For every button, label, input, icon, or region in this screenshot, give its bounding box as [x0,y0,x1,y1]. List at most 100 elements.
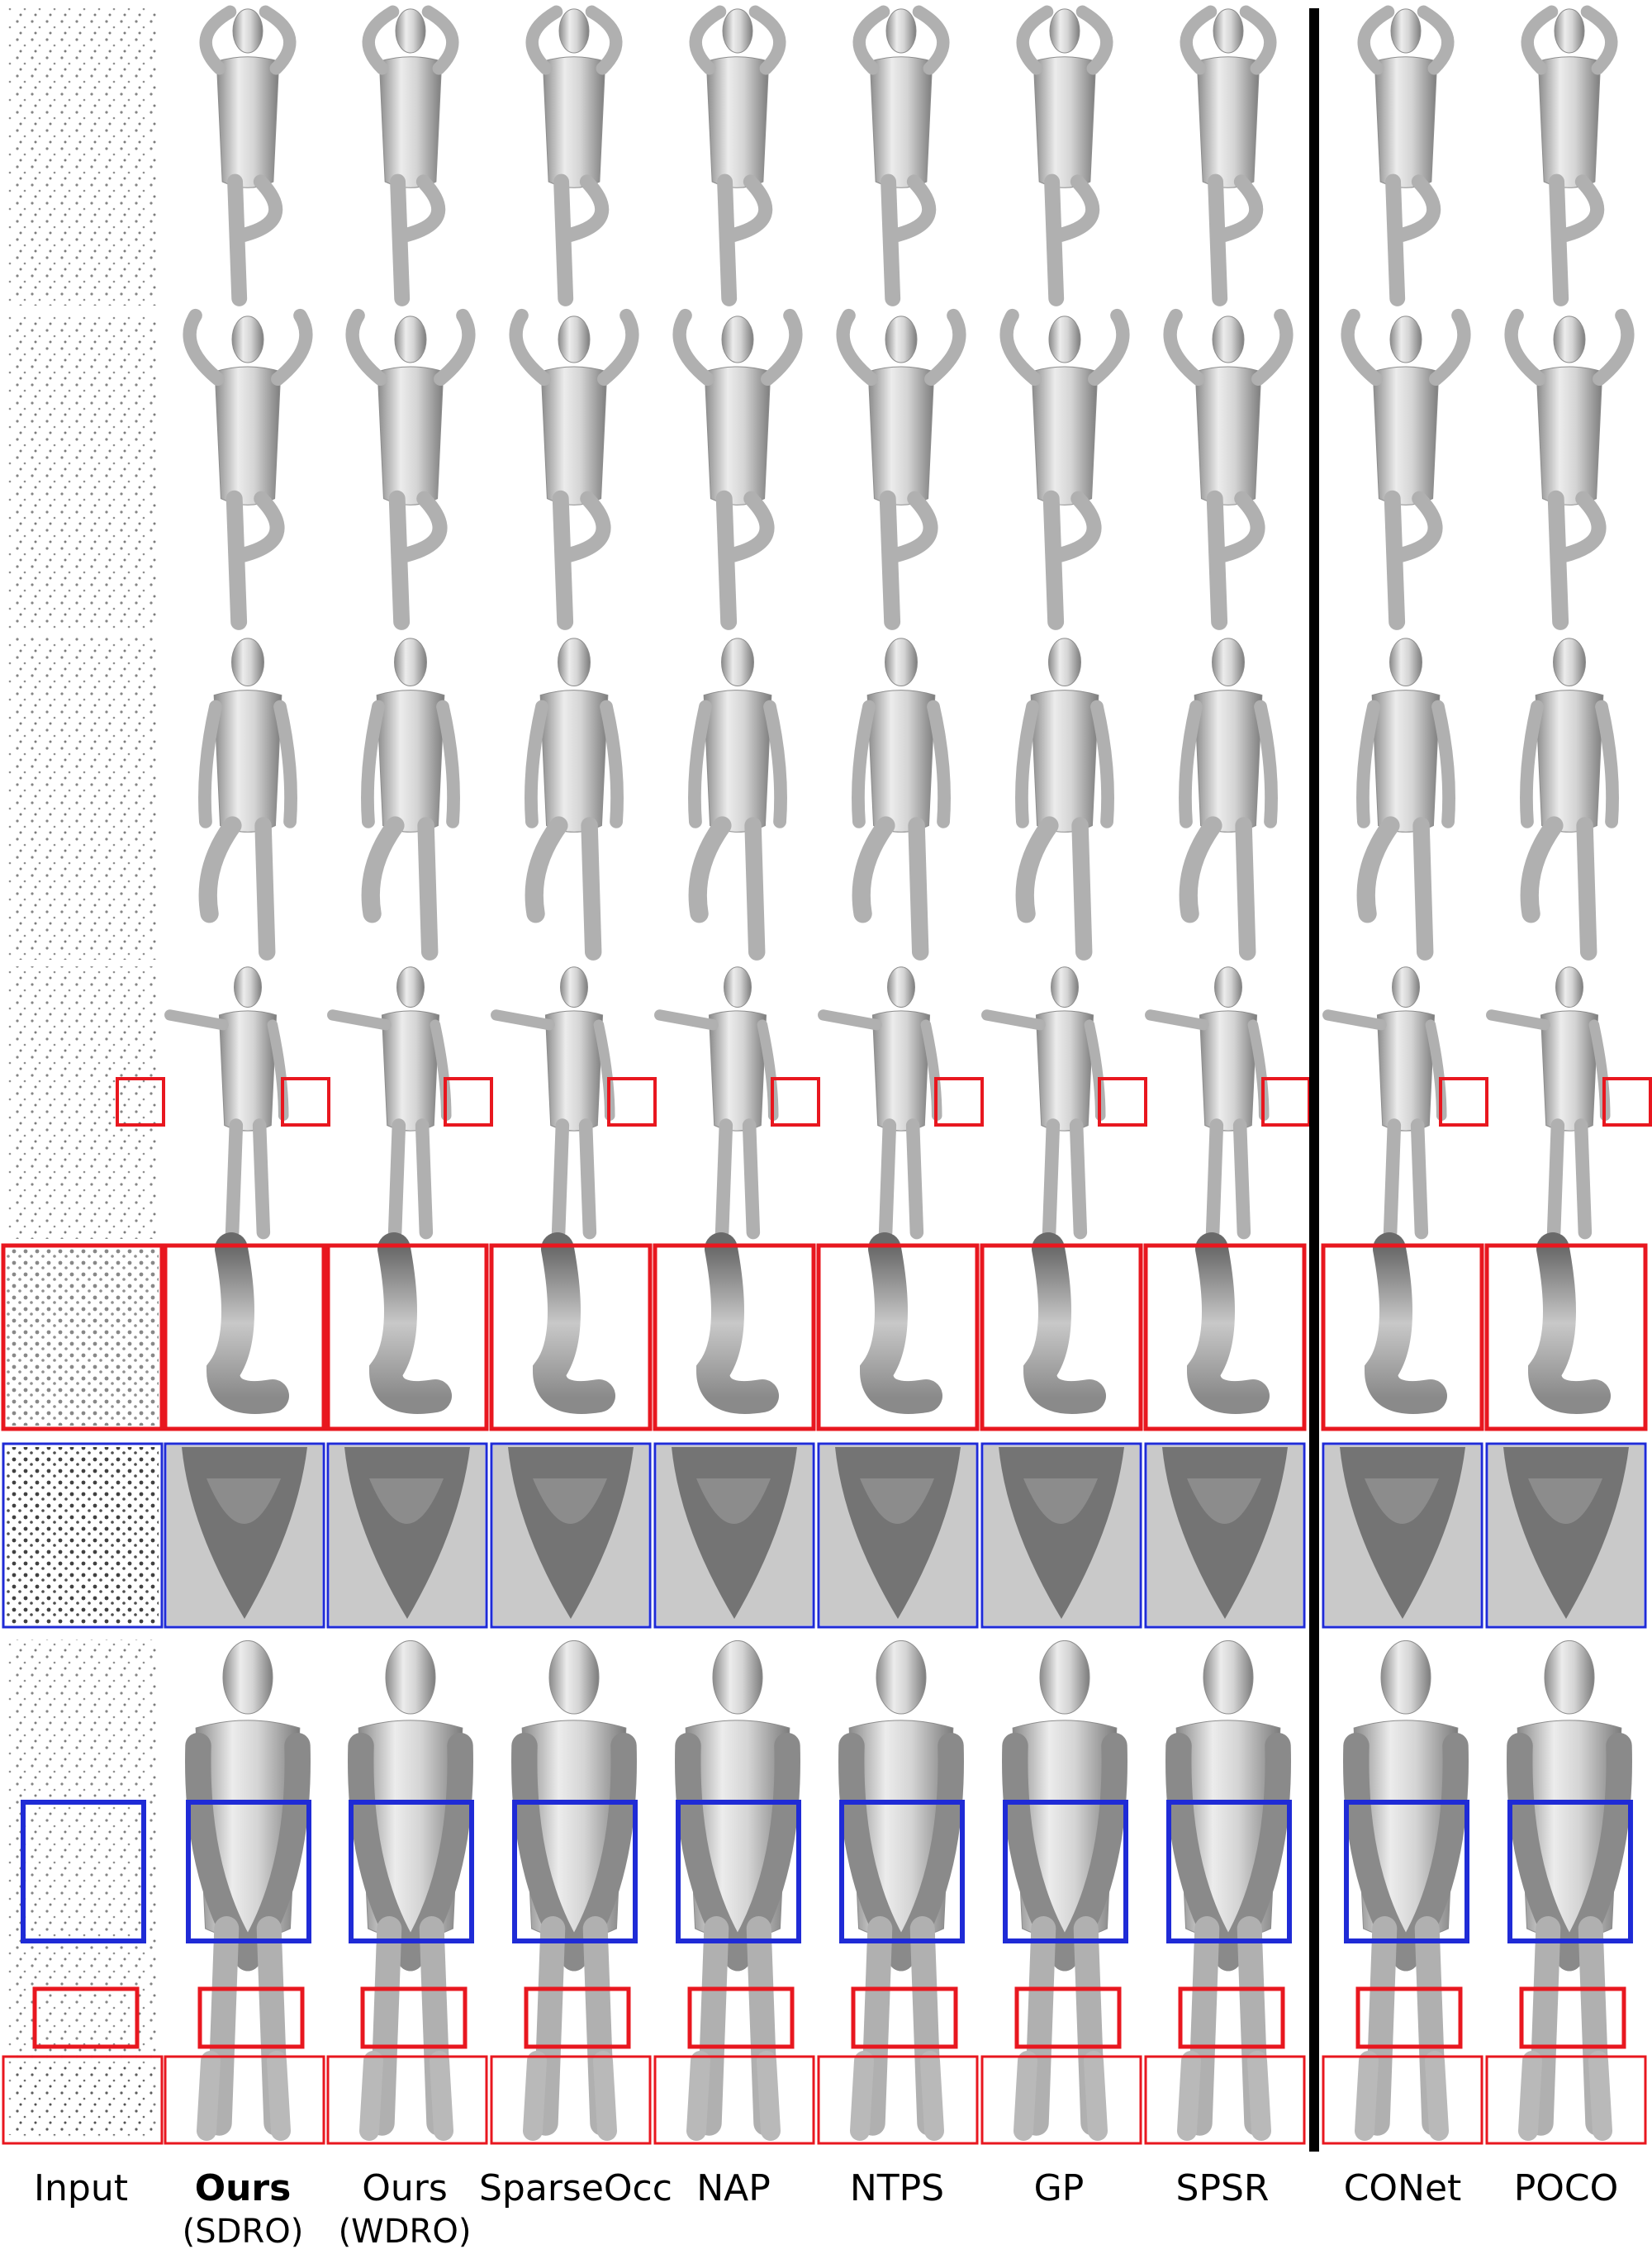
zoom-marker-red-ours_wdro [444,1077,493,1127]
column-label-ours-sdro: Ours (SDRO) [182,2167,304,2251]
zoom-blue-input [2,1442,164,1629]
reconstruction-spsr-row-3 [1179,638,1278,961]
zoom-feet-gp [980,2051,1142,2145]
reconstruction-sparseocc-row-3 [525,638,624,961]
reconstruction-ours_wdro-row-5 [348,1639,473,2136]
input-point-cloud-row-1 [8,8,157,306]
column-label-gp: GP [1033,2167,1085,2209]
reconstruction-gp-row-2 [999,308,1130,630]
zoom-blue-sparseocc [490,1442,652,1629]
zoom-blue-spsr [1144,1442,1306,1629]
reconstruction-conet-row-3 [1356,638,1455,961]
zoom-blue-ours_wdro [326,1442,488,1629]
zoom-blue-poco [1485,1442,1647,1629]
zoom-feet-poco [1485,2051,1647,2145]
reconstruction-sparseocc-row-2 [509,308,639,630]
zoom-marker-red-poco [1602,1077,1652,1127]
zoom-feet-conet [1322,2051,1483,2145]
reconstruction-nap-row-1 [689,5,786,306]
reconstruction-poco-row-3 [1520,638,1619,961]
zoom-marker-feet-gp [1014,1986,1122,2049]
zoom-marker-red-input [116,1077,165,1127]
reconstruction-nap-row-3 [688,638,787,961]
zoom-feet-ours_sdro [164,2051,325,2145]
zoom-feet-spsr [1144,2051,1306,2145]
reconstruction-spsr-row-2 [1163,308,1294,630]
reconstruction-ours_wdro-row-3 [361,638,460,961]
column-label-ntps: NTPS [849,2167,945,2209]
zoom-blue-nap [653,1442,815,1629]
zoom-marker-red-ntps [934,1077,984,1127]
column-label-ours-wdro: Ours (WDRO) [338,2167,472,2251]
zoom-marker-feet-sparseocc [524,1986,631,2049]
zoom-blue-ntps [817,1442,979,1629]
reconstruction-gp-row-3 [1015,638,1114,961]
reconstruction-ours_wdro-row-2 [345,308,476,630]
zoom-red-gp [980,1232,1143,1431]
zoom-blue-ours_sdro [164,1442,325,1629]
column-label-poco: POCO [1513,2167,1619,2209]
input-point-cloud-row-4 [8,966,157,1239]
zoom-marker-blue-conet [1344,1800,1469,1943]
vertical-divider [1309,8,1319,2152]
zoom-marker-blue-poco [1507,1800,1633,1943]
reconstruction-sparseocc-row-1 [525,5,623,306]
zoom-red-sparseocc [489,1232,653,1431]
column-label-conet: CONet [1343,2167,1462,2209]
zoom-marker-blue-spsr [1166,1800,1292,1943]
reconstruction-gp-row-4 [981,966,1106,1240]
reconstruction-ours_wdro-row-1 [362,5,459,306]
zoom-marker-blue-input [21,1800,146,1943]
reconstruction-ntps-row-3 [852,638,951,961]
zoom-red-input [1,1243,164,1431]
reconstruction-gp-row-1 [1016,5,1113,306]
zoom-marker-red-conet [1439,1077,1488,1127]
reconstruction-spsr-row-1 [1180,5,1277,306]
zoom-marker-blue-ntps [839,1800,965,1943]
zoom-red-spsr [1143,1232,1307,1431]
zoom-red-conet [1321,1232,1484,1431]
reconstruction-gp-row-5 [1002,1639,1127,2136]
reconstruction-ours_sdro-row-3 [198,638,297,961]
reconstruction-nap-row-4 [654,966,779,1240]
zoom-red-ours_sdro [163,1232,326,1431]
reconstruction-spsr-row-4 [1145,966,1270,1240]
reconstruction-conet-row-4 [1322,966,1447,1240]
reconstruction-ntps-row-4 [818,966,942,1240]
reconstruction-conet-row-1 [1357,5,1455,306]
zoom-marker-red-sparseocc [607,1077,657,1127]
zoom-blue-conet [1322,1442,1483,1629]
zoom-marker-feet-ours_sdro [197,1986,305,2049]
column-label-input: Input [34,2167,128,2209]
zoom-feet-nap [653,2051,815,2145]
input-point-cloud-row-3 [8,638,157,960]
zoom-marker-blue-gp [1003,1800,1128,1943]
reconstruction-conet-row-5 [1343,1639,1469,2136]
zoom-marker-red-ours_sdro [281,1077,330,1127]
input-point-cloud-row-5 [8,1639,157,2135]
reconstruction-ntps-row-1 [852,5,950,306]
reconstruction-sparseocc-row-4 [491,966,615,1240]
reconstruction-ours_wdro-row-4 [327,966,452,1240]
reconstruction-nap-row-2 [672,308,803,630]
zoom-marker-red-gp [1098,1077,1147,1127]
zoom-marker-feet-poco [1519,1986,1626,2049]
zoom-marker-blue-ours_wdro [349,1800,474,1943]
zoom-feet-ours_wdro [326,2051,488,2145]
reconstruction-ours_sdro-row-2 [183,308,313,630]
zoom-marker-feet-spsr [1178,1986,1285,2049]
reconstruction-ours_sdro-row-4 [164,966,289,1240]
reconstruction-ours_sdro-row-1 [199,5,297,306]
reconstruction-poco-row-2 [1504,308,1635,630]
column-label-sparseocc: SparseOcc [479,2167,672,2209]
zoom-red-poco [1484,1232,1648,1431]
zoom-marker-red-nap [771,1077,820,1127]
zoom-marker-blue-sparseocc [512,1800,638,1943]
column-label-nap: NAP [696,2167,771,2209]
reconstruction-poco-row-1 [1521,5,1618,306]
reconstruction-ntps-row-2 [836,308,966,630]
zoom-marker-feet-conet [1355,1986,1463,2049]
zoom-marker-feet-ours_wdro [360,1986,468,2049]
zoom-feet-ntps [817,2051,979,2145]
